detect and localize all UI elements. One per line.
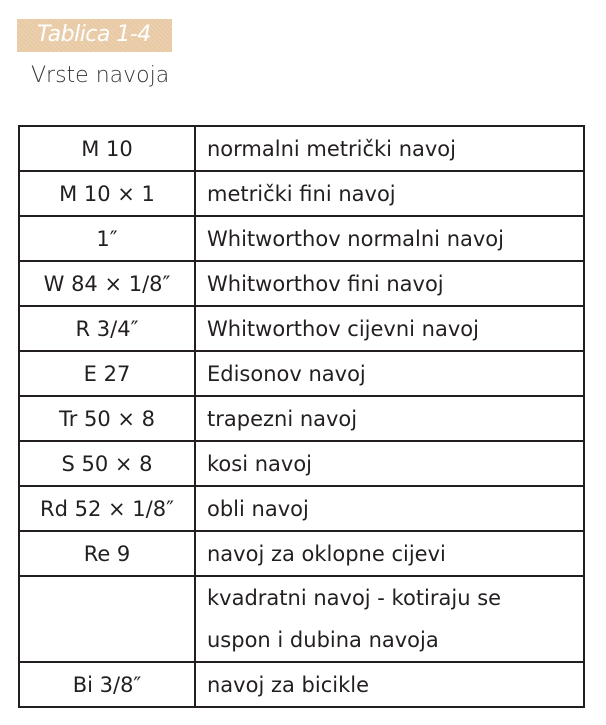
thread-designation: Re 9 — [18, 530, 196, 577]
thread-description: Edisonov navoj — [194, 350, 585, 397]
thread-designation — [18, 575, 196, 663]
table-row: M 10 × 1 metrički fini navoj — [18, 170, 585, 217]
thread-designation: M 10 × 1 — [18, 170, 196, 217]
thread-description: kvadratni navoj - kotiraju se uspon i dub… — [194, 575, 585, 663]
thread-designation: E 27 — [18, 350, 196, 397]
table-row: Re 9 navoj za oklopne cijevi — [18, 530, 585, 577]
thread-designation: Bi 3/8″ — [18, 661, 196, 708]
thread-description: kosi navoj — [194, 440, 585, 487]
table-row: Tr 50 × 8 trapezni navoj — [18, 395, 585, 442]
thread-description: Whitworthov cijevni navoj — [194, 305, 585, 352]
table-row: E 27 Edisonov navoj — [18, 350, 585, 397]
table-row: kvadratni navoj - kotiraju se uspon i dub… — [18, 575, 585, 663]
thread-description: metrički fini navoj — [194, 170, 585, 217]
thread-description: obli navoj — [194, 485, 585, 532]
thread-types-table: M 10 normalni metrički navoj M 10 × 1 metri… — [18, 125, 585, 708]
table-row: S 50 × 8 kosi navoj — [18, 440, 585, 487]
thread-designation: W 84 × 1/8″ — [18, 260, 196, 307]
table-label-badge: Tablica 1-4 — [17, 19, 172, 52]
thread-designation: R 3/4″ — [18, 305, 196, 352]
thread-description: Whitworthov normalni navoj — [194, 215, 585, 262]
table-row: W 84 × 1/8″ Whitworthov fini navoj — [18, 260, 585, 307]
table-row: M 10 normalni metrički navoj — [18, 125, 585, 172]
thread-description: normalni metrički navoj — [194, 125, 585, 172]
thread-designation: Rd 52 × 1/8″ — [18, 485, 196, 532]
thread-description: Whitworthov fini navoj — [194, 260, 585, 307]
thread-description: navoj za oklopne cijevi — [194, 530, 585, 577]
table-label: Tablica 1-4 — [37, 22, 151, 47]
thread-description: trapezni navoj — [194, 395, 585, 442]
table-row: R 3/4″ Whitworthov cijevni navoj — [18, 305, 585, 352]
table-caption: Vrste navoja — [31, 63, 170, 88]
thread-designation: S 50 × 8 — [18, 440, 196, 487]
table-row: 1″ Whitworthov normalni navoj — [18, 215, 585, 262]
thread-description: navoj za bicikle — [194, 661, 585, 708]
table-row: Bi 3/8″ navoj za bicikle — [18, 661, 585, 708]
thread-designation: Tr 50 × 8 — [18, 395, 196, 442]
thread-designation: 1″ — [18, 215, 196, 262]
thread-designation: M 10 — [18, 125, 196, 172]
table-row: Rd 52 × 1/8″ obli navoj — [18, 485, 585, 532]
